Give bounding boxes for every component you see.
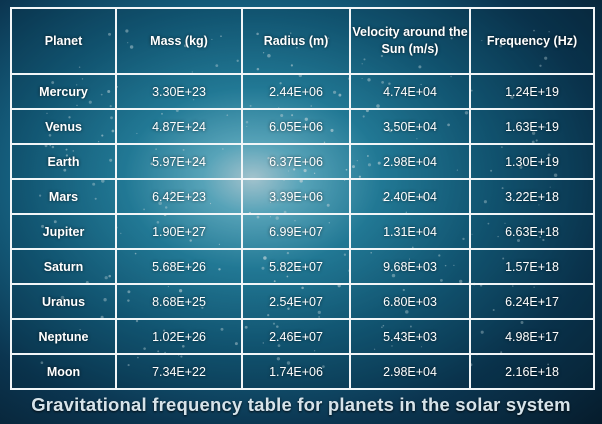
velocity-cell: 2.98E+04 [349, 143, 471, 180]
velocity-cell: 5.43E+03 [349, 318, 471, 355]
table-row: Earth 5.97E+24 6.37E+06 2.98E+04 1.30E+1… [10, 143, 595, 180]
mass-cell: 3.30E+23 [115, 73, 243, 110]
radius-cell: 5.82E+07 [241, 248, 351, 285]
radius-cell: 2.54E+07 [241, 283, 351, 320]
frequency-cell: 2.16E+18 [469, 353, 595, 390]
frequency-cell: 4.98E+17 [469, 318, 595, 355]
table-row: Saturn 5.68E+26 5.82E+07 9.68E+03 1.57E+… [10, 248, 595, 285]
mass-cell: 8.68E+25 [115, 283, 243, 320]
planet-name: Saturn [10, 248, 117, 285]
mass-cell: 4.87E+24 [115, 108, 243, 145]
planet-name: Mercury [10, 73, 117, 110]
planet-name: Mars [10, 178, 117, 215]
velocity-cell: 6.80E+03 [349, 283, 471, 320]
frequency-cell: 6.24E+17 [469, 283, 595, 320]
table-row: Mars 6.42E+23 3.39E+06 2.40E+04 3.22E+18 [10, 178, 595, 215]
table-row: Neptune 1.02E+26 2.46E+07 5.43E+03 4.98E… [10, 318, 595, 355]
gravitational-frequency-table: Planet Mass (kg) Radius (m) Velocity aro… [10, 7, 595, 390]
velocity-cell: 1.31E+04 [349, 213, 471, 250]
mass-cell: 1.90E+27 [115, 213, 243, 250]
planet-name: Jupiter [10, 213, 117, 250]
planet-name: Neptune [10, 318, 117, 355]
planet-name: Uranus [10, 283, 117, 320]
frequency-cell: 6.63E+18 [469, 213, 595, 250]
radius-cell: 6.99E+07 [241, 213, 351, 250]
figure-caption: Gravitational frequency table for planet… [31, 394, 571, 415]
radius-cell: 3.39E+06 [241, 178, 351, 215]
mass-cell: 6.42E+23 [115, 178, 243, 215]
header-frequency: Frequency (Hz) [469, 7, 595, 75]
frequency-cell: 1.57E+18 [469, 248, 595, 285]
radius-cell: 2.46E+07 [241, 318, 351, 355]
header-row: Planet Mass (kg) Radius (m) Velocity aro… [10, 7, 595, 75]
frequency-cell: 1.63E+19 [469, 108, 595, 145]
radius-cell: 6.05E+06 [241, 108, 351, 145]
frequency-cell: 3.22E+18 [469, 178, 595, 215]
mass-cell: 5.68E+26 [115, 248, 243, 285]
velocity-cell: 3.50E+04 [349, 108, 471, 145]
planet-name: Earth [10, 143, 117, 180]
radius-cell: 6.37E+06 [241, 143, 351, 180]
table-row: Venus 4.87E+24 6.05E+06 3.50E+04 1.63E+1… [10, 108, 595, 145]
header-radius: Radius (m) [241, 7, 351, 75]
frequency-cell: 1.24E+19 [469, 73, 595, 110]
mass-cell: 5.97E+24 [115, 143, 243, 180]
mass-cell: 1.02E+26 [115, 318, 243, 355]
header-planet: Planet [10, 7, 117, 75]
planet-name: Moon [10, 353, 117, 390]
frequency-cell: 1.30E+19 [469, 143, 595, 180]
radius-cell: 1.74E+06 [241, 353, 351, 390]
velocity-cell: 4.74E+04 [349, 73, 471, 110]
velocity-cell: 2.98E+04 [349, 353, 471, 390]
table-row: Mercury 3.30E+23 2.44E+06 4.74E+04 1.24E… [10, 73, 595, 110]
header-velocity: Velocity around the Sun (m/s) [349, 7, 471, 75]
table-row: Uranus 8.68E+25 2.54E+07 6.80E+03 6.24E+… [10, 283, 595, 320]
radius-cell: 2.44E+06 [241, 73, 351, 110]
header-mass: Mass (kg) [115, 7, 243, 75]
velocity-cell: 9.68E+03 [349, 248, 471, 285]
planet-name: Venus [10, 108, 117, 145]
table-row: Jupiter 1.90E+27 6.99E+07 1.31E+04 6.63E… [10, 213, 595, 250]
mass-cell: 7.34E+22 [115, 353, 243, 390]
velocity-cell: 2.40E+04 [349, 178, 471, 215]
table-row: Moon 7.34E+22 1.74E+06 2.98E+04 2.16E+18 [10, 353, 595, 390]
planet-table-container: Planet Mass (kg) Radius (m) Velocity aro… [10, 7, 595, 390]
